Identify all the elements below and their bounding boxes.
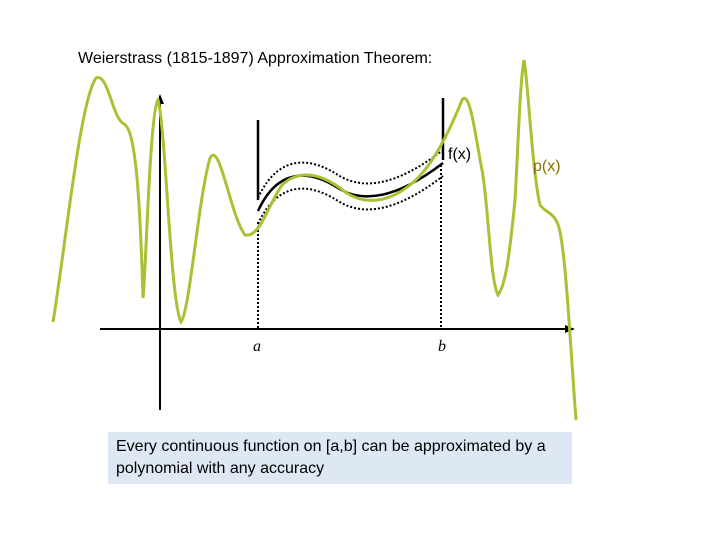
caption-text: Every continuous function on [a,b] can b… [116, 438, 546, 477]
page-title: Weierstrass (1815-1897) Approximation Th… [78, 50, 433, 67]
polynomial-curve [51, 59, 578, 421]
lower-epsilon-bound [257, 175, 444, 225]
function-curve [256, 162, 444, 212]
upper-epsilon-bound [257, 149, 444, 199]
polynomial-label: p(x) [533, 158, 561, 175]
function-label: f(x) [448, 146, 472, 163]
a-label: a [253, 338, 261, 355]
caption-box [108, 432, 572, 484]
b-label: b [438, 338, 446, 355]
